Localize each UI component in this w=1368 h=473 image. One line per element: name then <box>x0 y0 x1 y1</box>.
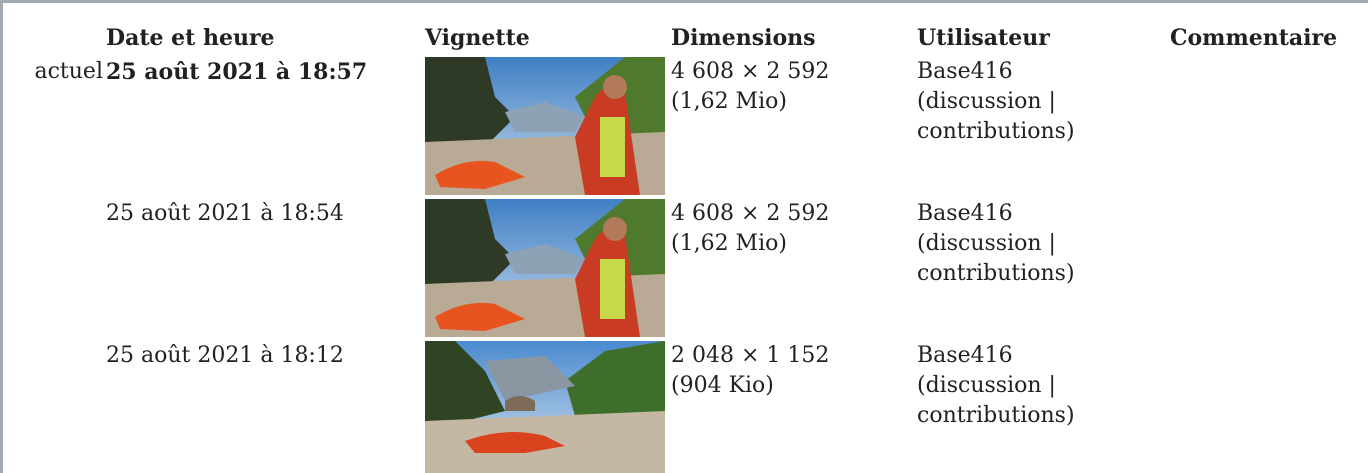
date-cell: 25 août 2021 à 18:54 <box>106 199 422 337</box>
status-cell <box>3 341 103 473</box>
file-size: (1,62 Mio) <box>671 89 787 114</box>
date-link[interactable]: 25 août 2021 à 18:57 <box>106 59 368 85</box>
thumbnail-cell <box>425 341 668 473</box>
user-links: (discussion | contributions) <box>917 231 1075 286</box>
dimensions-cell: 2 048 × 1 152 (904 Kio) <box>671 341 914 473</box>
user-name: Base416 <box>917 59 1013 84</box>
file-size: (1,62 Mio) <box>671 231 787 256</box>
user-cell: Base416 (discussion | contributions) <box>917 341 1167 473</box>
user-links: (discussion | contributions) <box>917 89 1075 144</box>
date-cell: 25 août 2021 à 18:12 <box>106 341 422 473</box>
status-label: actuel <box>34 59 103 84</box>
date-link[interactable]: 25 août 2021 à 18:12 <box>106 343 344 368</box>
comment-cell <box>1170 341 1368 473</box>
thumbnail-link[interactable] <box>425 57 668 195</box>
user-links: (discussion | contributions) <box>917 373 1075 428</box>
user-cell: Base416 (discussion | contributions) <box>917 57 1167 195</box>
user-name: Base416 <box>917 201 1013 226</box>
dimensions: 2 048 × 1 152 <box>671 343 830 368</box>
dimensions: 4 608 × 2 592 <box>671 59 830 84</box>
file-size: (904 Kio) <box>671 373 774 398</box>
user-name: Base416 <box>917 343 1013 368</box>
thumbnail <box>425 341 665 473</box>
comment-cell <box>1170 57 1368 195</box>
thumbnail-link[interactable] <box>425 199 668 337</box>
history-table: Date et heure Vignette Dimensions Utilisate… <box>3 19 1368 473</box>
user-cell: Base416 (discussion | contributions) <box>917 199 1167 337</box>
date-link[interactable]: 25 août 2021 à 18:54 <box>106 201 344 226</box>
column-header: Commentaire <box>1170 25 1338 51</box>
column-header: Vignette <box>425 25 530 51</box>
thumbnail-cell <box>425 199 668 337</box>
thumbnail <box>425 199 665 337</box>
history-row: 25 août 2021 à 18:54 4 608 × 2 592 (1,62 … <box>3 199 1368 337</box>
column-header: Date et heure <box>106 25 275 51</box>
column-header: Utilisateur <box>917 25 1050 51</box>
header-cell <box>3 23 103 53</box>
comment-cell <box>1170 199 1368 337</box>
dimensions: 4 608 × 2 592 <box>671 201 830 226</box>
dimensions-cell: 4 608 × 2 592 (1,62 Mio) <box>671 199 914 337</box>
column-header: Dimensions <box>671 25 816 51</box>
thumbnail-link[interactable] <box>425 341 668 473</box>
status-cell: actuel <box>3 57 103 195</box>
header-row: Date et heure Vignette Dimensions Utilisate… <box>3 23 1368 53</box>
dimensions-cell: 4 608 × 2 592 (1,62 Mio) <box>671 57 914 195</box>
thumbnail-cell <box>425 57 668 195</box>
date-cell: 25 août 2021 à 18:57 <box>106 57 422 195</box>
history-row: actuel 25 août 2021 à 18:57 4 608 × 2 592… <box>3 57 1368 195</box>
status-cell <box>3 199 103 337</box>
history-row: 25 août 2021 à 18:12 2 048 × 1 152 (904 K… <box>3 341 1368 473</box>
thumbnail <box>425 57 665 195</box>
